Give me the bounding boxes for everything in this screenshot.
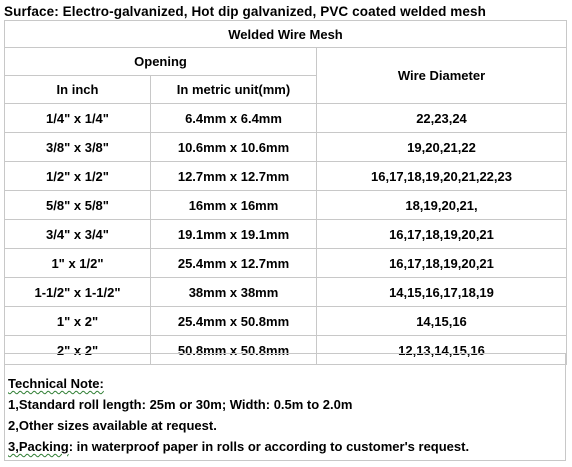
- table-row: 5/8" x 5/8" 16mm x 16mm 18,19,20,21,: [4, 190, 567, 220]
- metric-cell: 38mm x 38mm: [150, 277, 317, 307]
- metric-cell: 10.6mm x 10.6mm: [150, 132, 317, 162]
- inch-cell: 1" x 2": [4, 306, 151, 336]
- wire-diameter-header: Wire Diameter: [316, 47, 567, 104]
- technical-note-1: 1,Standard roll length: 25m or 30m; Widt…: [8, 397, 353, 412]
- inch-cell: 1" x 1/2": [4, 248, 151, 278]
- inch-cell: 5/8" x 5/8": [4, 190, 151, 220]
- table-row: 2" x 2" 50.8mm x 50.8mm 12,13,14,15,16: [4, 335, 567, 365]
- wire-cell: 14,15,16: [316, 306, 567, 336]
- inch-cell: 3/8" x 3/8": [4, 132, 151, 162]
- welded-wire-mesh-table: Welded Wire Mesh Opening Wire Diameter I…: [4, 20, 567, 365]
- table-row: 1/4" x 1/4" 6.4mm x 6.4mm 22,23,24: [4, 103, 567, 133]
- metric-cell: 16mm x 16mm: [150, 190, 317, 220]
- wire-cell: 14,15,16,17,18,19: [316, 277, 567, 307]
- wire-cell: 18,19,20,21,: [316, 190, 567, 220]
- technical-note-heading: Technical Note:: [8, 376, 104, 391]
- wire-cell: 22,23,24: [316, 103, 567, 133]
- metric-cell: 6.4mm x 6.4mm: [150, 103, 317, 133]
- technical-note-3: 3,Packing: in waterproof paper in rolls …: [8, 436, 565, 457]
- inch-header: In inch: [4, 75, 151, 104]
- table-row: 1" x 2" 25.4mm x 50.8mm 14,15,16: [4, 306, 567, 336]
- packing-text: : in waterproof paper in rolls or accord…: [68, 439, 470, 454]
- table-row: 1-1/2" x 1-1/2" 38mm x 38mm 14,15,16,17,…: [4, 277, 567, 307]
- inch-cell: 1/2" x 1/2": [4, 161, 151, 191]
- wire-cell: 16,17,18,19,20,21,22,23: [316, 161, 567, 191]
- metric-cell: 25.4mm x 12.7mm: [150, 248, 317, 278]
- inch-cell: 1-1/2" x 1-1/2": [4, 277, 151, 307]
- table-title-row: Welded Wire Mesh: [4, 20, 567, 48]
- header-row-1: Opening Wire Diameter: [4, 47, 567, 104]
- table-row: 1" x 1/2" 25.4mm x 12.7mm 16,17,18,19,20…: [4, 248, 567, 278]
- metric-header: In metric unit(mm): [150, 75, 317, 104]
- technical-notes-box: Technical Note: 1,Standard roll length: …: [4, 353, 566, 461]
- metric-cell: 19.1mm x 19.1mm: [150, 219, 317, 249]
- inch-cell: 3/4" x 3/4": [4, 219, 151, 249]
- table-row: 1/2" x 1/2" 12.7mm x 12.7mm 16,17,18,19,…: [4, 161, 567, 191]
- wire-cell: 16,17,18,19,20,21: [316, 248, 567, 278]
- table-row: 3/8" x 3/8" 10.6mm x 10.6mm 19,20,21,22: [4, 132, 567, 162]
- metric-cell: 50.8mm x 50.8mm: [150, 335, 317, 365]
- header-row-2: In inch In metric unit(mm): [4, 75, 567, 104]
- technical-note-2: 2,Other sizes available at request.: [8, 418, 217, 433]
- surface-line: Surface: Electro-galvanized, Hot dip gal…: [4, 4, 486, 19]
- wire-cell: 19,20,21,22: [316, 132, 567, 162]
- table-title: Welded Wire Mesh: [4, 20, 567, 48]
- table-row: 3/4" x 3/4" 19.1mm x 19.1mm 16,17,18,19,…: [4, 219, 567, 249]
- wire-cell: 16,17,18,19,20,21: [316, 219, 567, 249]
- packing-label: 3,Packing: [8, 439, 69, 454]
- metric-cell: 25.4mm x 50.8mm: [150, 306, 317, 336]
- inch-cell: 1/4" x 1/4": [4, 103, 151, 133]
- opening-header: Opening: [4, 47, 317, 76]
- metric-cell: 12.7mm x 12.7mm: [150, 161, 317, 191]
